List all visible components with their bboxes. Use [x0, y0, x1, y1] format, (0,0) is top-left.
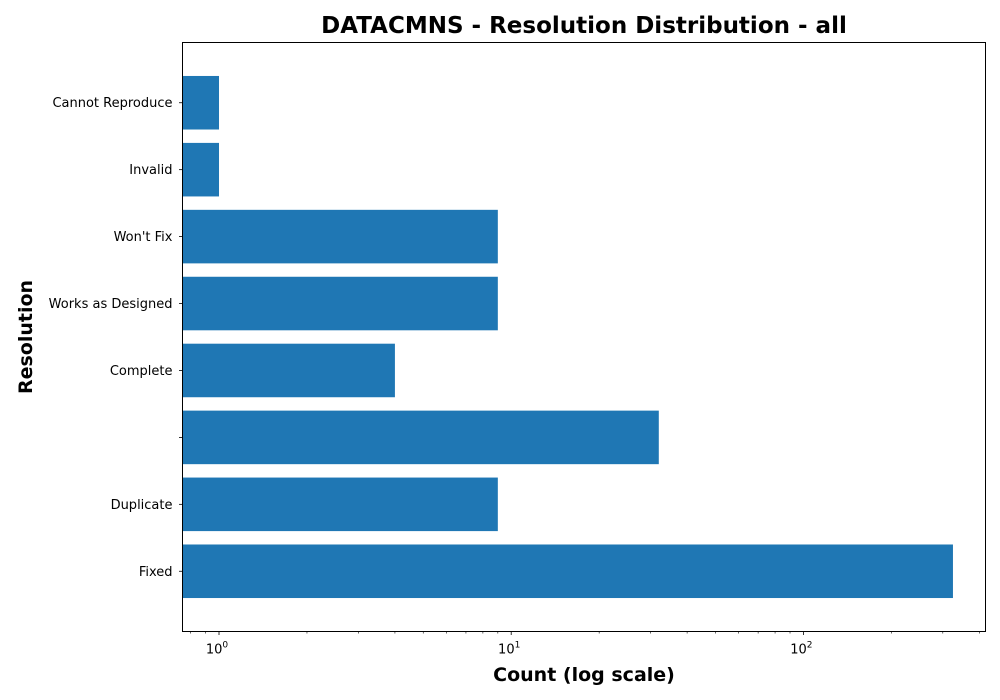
x-tick-label: 101 — [498, 641, 520, 658]
y-tick-label-fixed: Fixed — [139, 565, 173, 580]
y-tick-label-works-as-designed: Works as Designed — [49, 297, 173, 312]
x-axis-label: Count (log scale) — [493, 664, 675, 686]
x-tick-label: 102 — [790, 641, 812, 658]
x-tick-exponent: 1 — [515, 641, 521, 651]
y-tick-label-invalid: Invalid — [129, 163, 172, 178]
y-tick-label-cannot-reproduce: Cannot Reproduce — [52, 96, 172, 111]
bar-works-as-designed — [182, 276, 498, 331]
bar-invalid — [182, 142, 220, 197]
plot-area — [182, 75, 953, 599]
bar-duplicate — [182, 477, 498, 532]
bar-won-t-fix — [182, 209, 498, 264]
x-tick-exponent: 0 — [222, 641, 228, 651]
bar-complete — [182, 343, 395, 398]
x-tick-base: 10 — [498, 643, 515, 658]
plot-frame — [182, 42, 986, 632]
chart-title: DATACMNS - Resolution Distribution - all — [321, 13, 847, 39]
x-tick-exponent: 2 — [807, 641, 813, 651]
y-tick-label-won-t-fix: Won't Fix — [114, 230, 173, 245]
x-tick-base: 10 — [790, 643, 807, 658]
x-tick-label: 100 — [206, 641, 229, 658]
x-axis: 100 101 102 — [190, 631, 980, 658]
y-tick-label-duplicate: Duplicate — [111, 498, 173, 513]
bar-blank — [182, 410, 659, 465]
bar-cannot-reproduce — [182, 75, 220, 130]
y-tick-label-complete: Complete — [110, 364, 173, 379]
x-tick-base: 10 — [206, 643, 223, 658]
bar-fixed — [182, 544, 953, 599]
y-axis: Fixed Duplicate Complete Works as Designed W… — [49, 96, 183, 580]
y-axis-label: Resolution — [15, 280, 37, 394]
